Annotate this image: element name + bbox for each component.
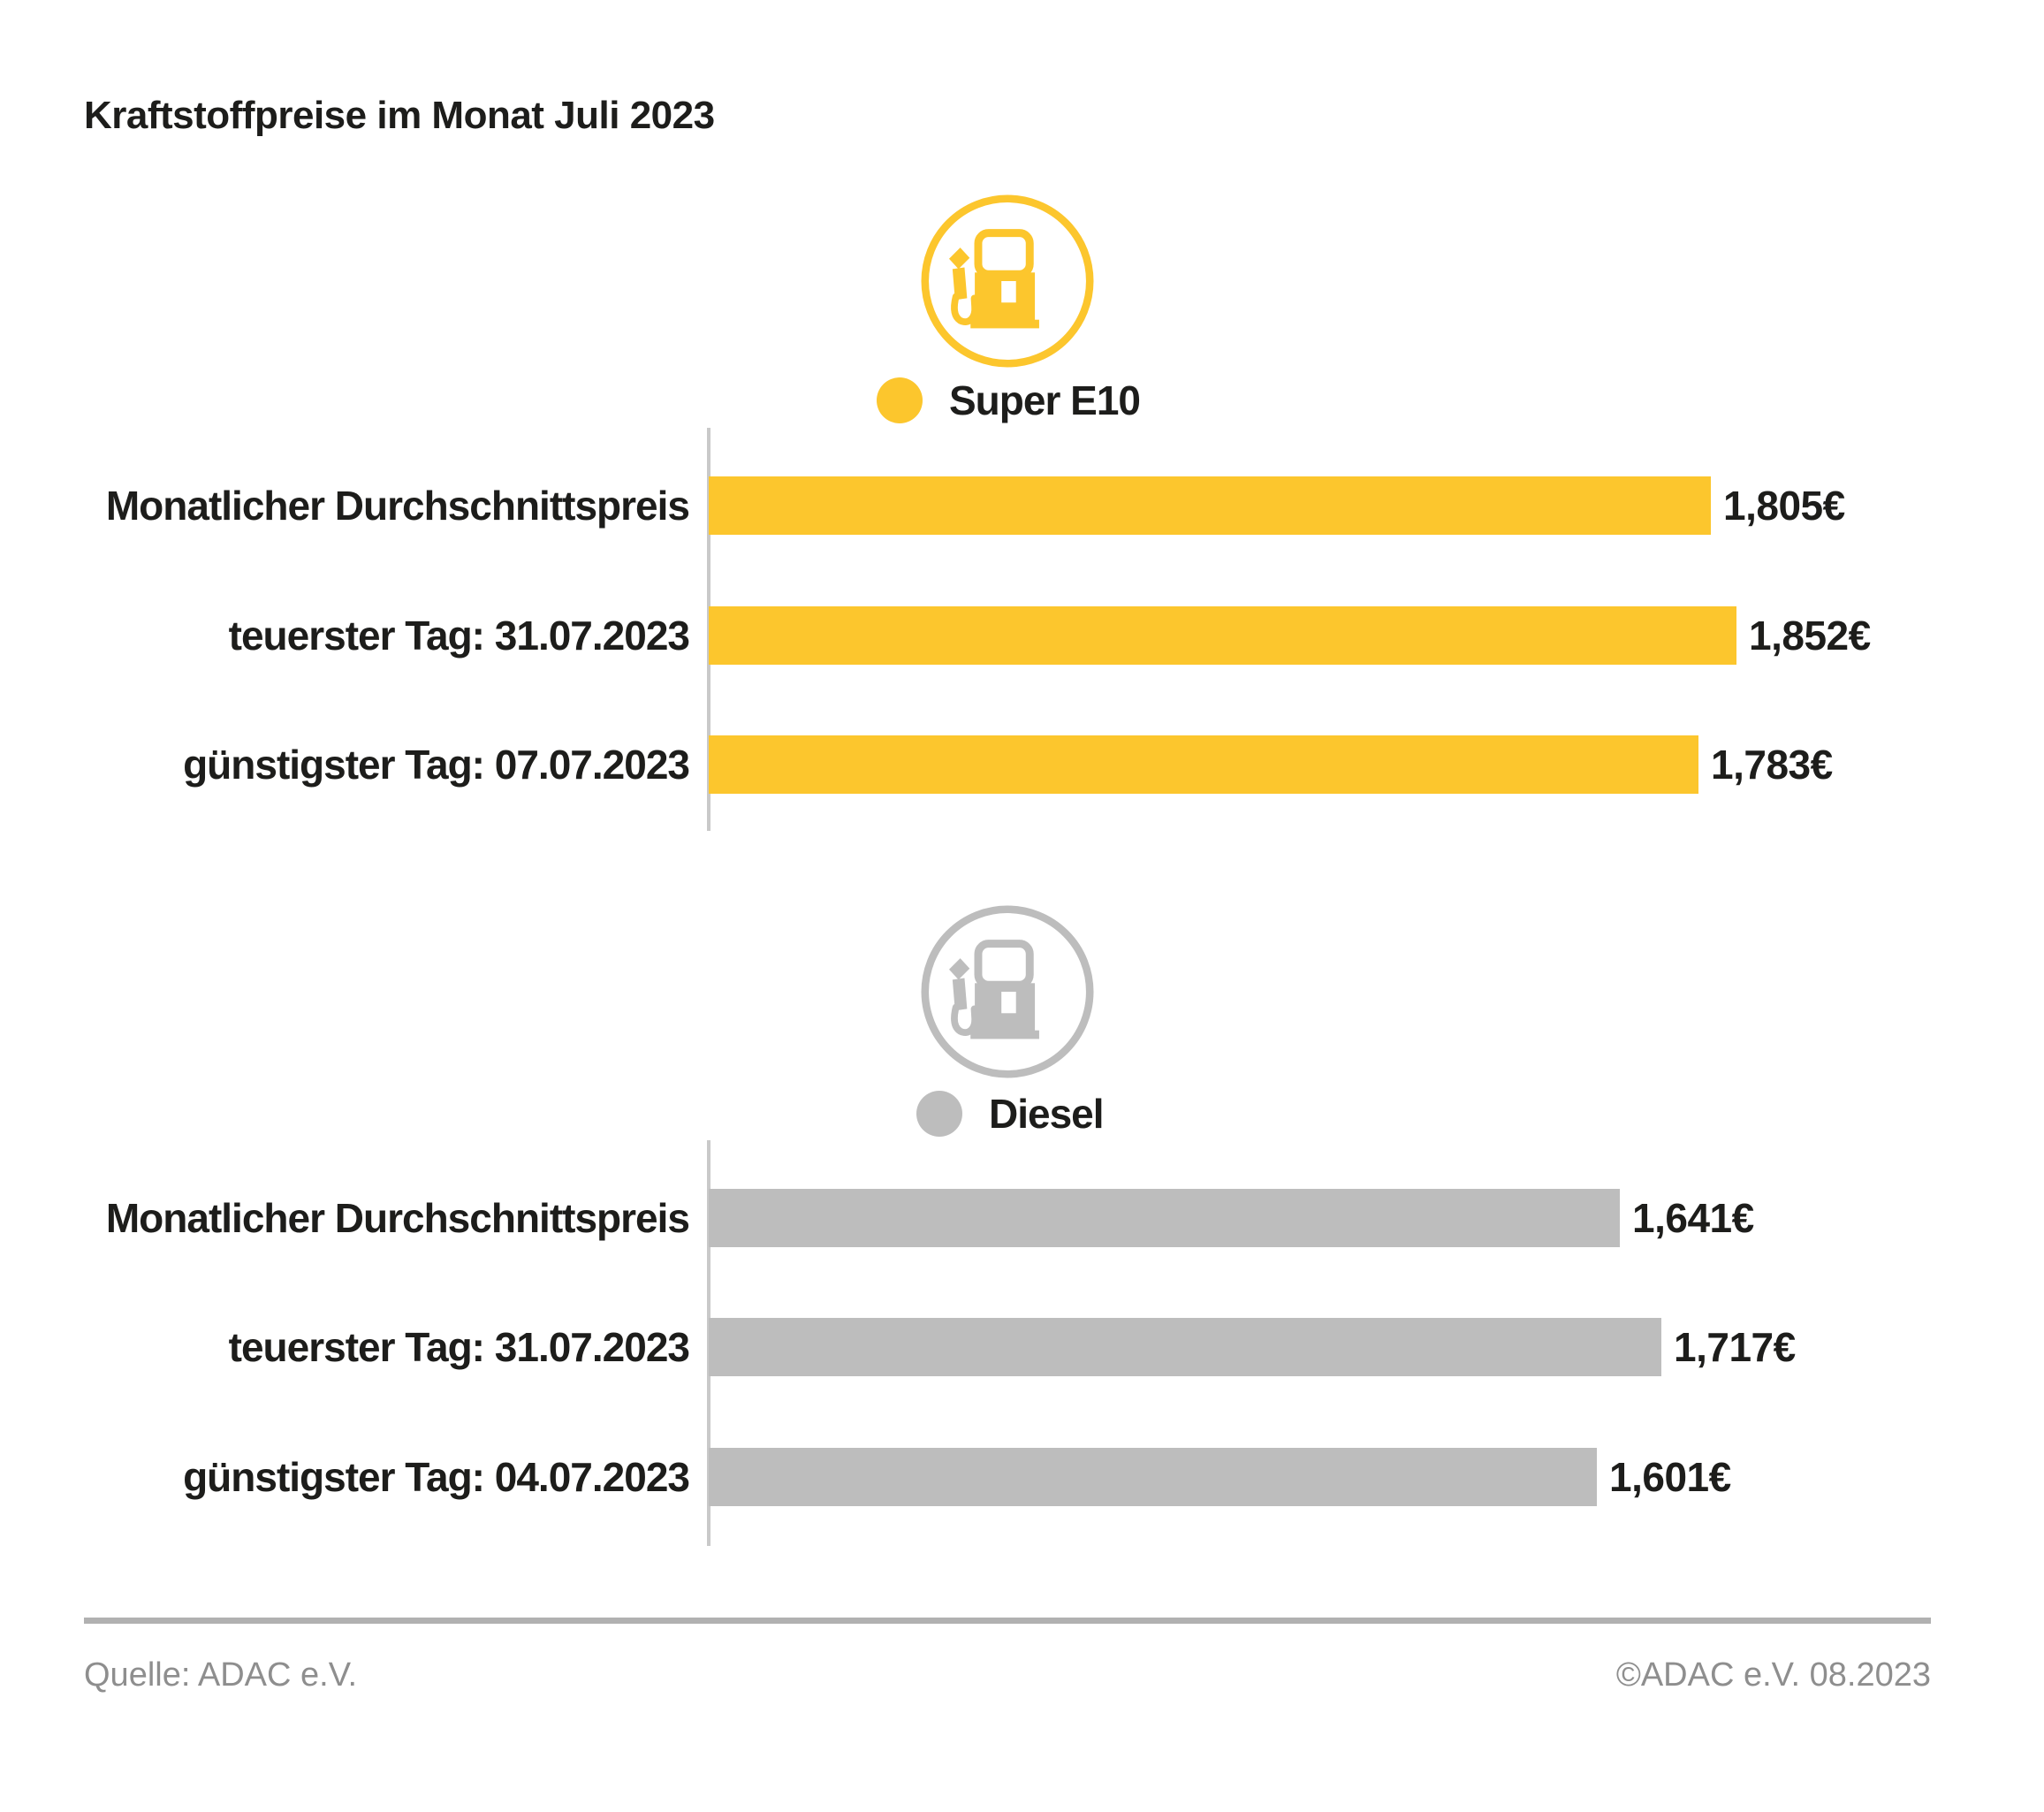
value-label: 1,641€ [1632, 1195, 1754, 1241]
bar-row: günstigster Tag: 04.07.2023 1,601€ [0, 1448, 2044, 1506]
page-title: Kraftstoffpreise im Monat Juli 2023 [84, 94, 715, 137]
fuel-pump-icon [921, 194, 1094, 368]
legend-label-diesel: Diesel [989, 1091, 1105, 1137]
value-label: 1,805€ [1723, 483, 1845, 529]
legend-dot-diesel [916, 1091, 962, 1137]
category-label: günstigster Tag: 04.07.2023 [183, 1453, 690, 1500]
legend-label-super-e10: Super E10 [949, 377, 1141, 423]
value-label: 1,717€ [1674, 1324, 1796, 1370]
bar-diesel-average [709, 1189, 1620, 1247]
bar-diesel-min [709, 1448, 1597, 1506]
source-note: Quelle: ADAC e.V. [84, 1656, 358, 1694]
category-label: teuerster Tag: 31.07.2023 [228, 1323, 690, 1370]
value-label: 1,783€ [1711, 742, 1833, 788]
bar-row: Monatlicher Durchschnittspreis 1,641€ [0, 1189, 2044, 1247]
footer-divider [84, 1618, 1931, 1624]
bar-row: teuerster Tag: 31.07.2023 1,852€ [0, 606, 2044, 665]
copyright-note: ©ADAC e.V. 08.2023 [1615, 1656, 1931, 1694]
legend-diesel: Diesel [916, 1091, 1105, 1137]
bar-row: günstigster Tag: 07.07.2023 1,783€ [0, 735, 2044, 794]
bar-super-e10-average [709, 476, 1711, 535]
bar-row: Monatlicher Durchschnittspreis 1,805€ [0, 476, 2044, 535]
bar-diesel-max [709, 1318, 1661, 1376]
bar-super-e10-max [709, 606, 1736, 665]
value-label: 1,852€ [1749, 613, 1871, 659]
fuel-pump-icon [921, 905, 1094, 1078]
bar-row: teuerster Tag: 31.07.2023 1,717€ [0, 1318, 2044, 1376]
bar-super-e10-min [709, 735, 1698, 794]
legend-super-e10: Super E10 [877, 377, 1141, 423]
value-label: 1,601€ [1609, 1454, 1731, 1500]
category-label: günstigster Tag: 07.07.2023 [183, 741, 690, 788]
category-label: Monatlicher Durchschnittspreis [105, 482, 690, 529]
category-label: Monatlicher Durchschnittspreis [105, 1194, 690, 1241]
category-label: teuerster Tag: 31.07.2023 [228, 612, 690, 659]
legend-dot-super-e10 [877, 377, 923, 423]
